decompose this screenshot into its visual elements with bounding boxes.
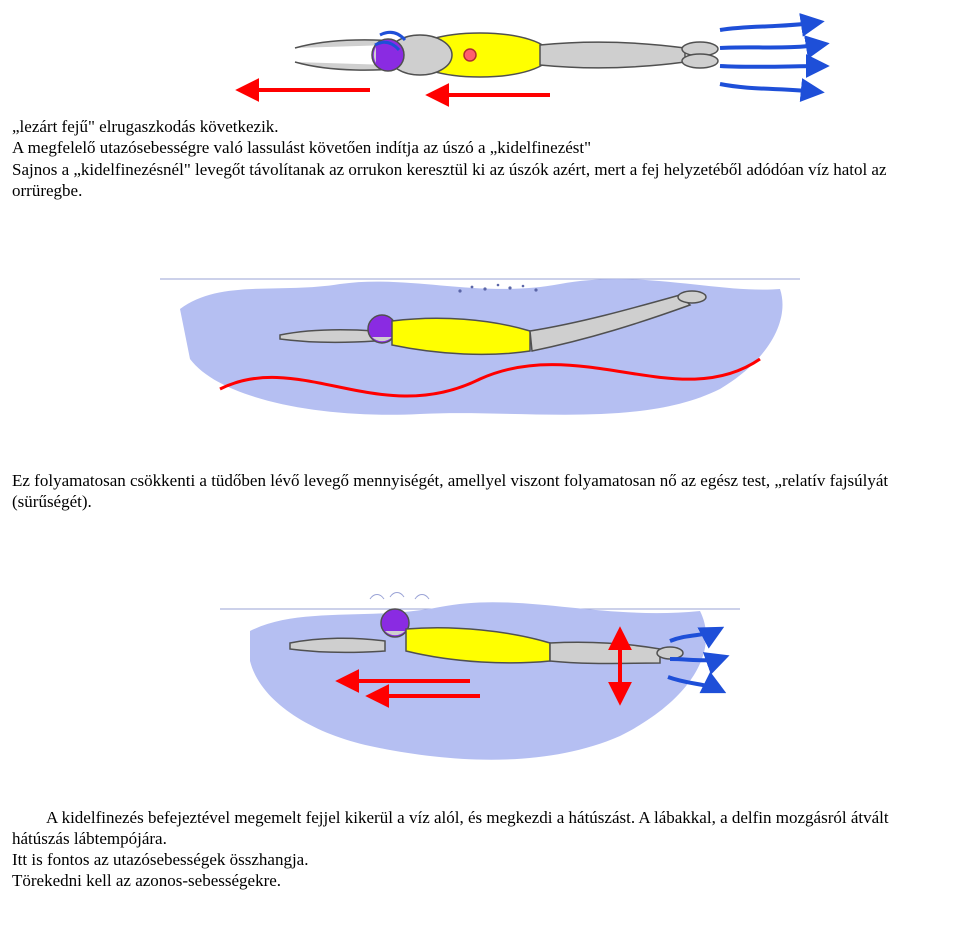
- paragraph-2: Ez folyamatosan csökkenti a tüdőben lévő…: [12, 470, 947, 513]
- para3-span3: Törekedni kell az azonos-sebességekre.: [12, 871, 281, 890]
- figure-3-swimmer-surfacing: [220, 551, 740, 781]
- figure-1-swimmer-pushoff: [120, 0, 840, 110]
- para1-line2: A megfelelő utazósebességre való lassulá…: [12, 138, 591, 157]
- para3-span2: Itt is fontos az utazósebességek összhan…: [12, 850, 308, 869]
- para3-span1: A kidelfinezés befejeztével megemelt fej…: [12, 808, 889, 848]
- para2-text: Ez folyamatosan csökkenti a tüdőben lévő…: [12, 471, 888, 511]
- figure-2-swimmer-glide: [160, 239, 800, 439]
- para1-line3: Sajnos a „kidelfinezésnél" levegőt távol…: [12, 160, 887, 200]
- paragraph-1: „lezárt fejű" elrugaszkodás következik. …: [12, 116, 947, 201]
- para1-line1: „lezárt fejű" elrugaszkodás következik.: [12, 117, 279, 136]
- paragraph-3: A kidelfinezés befejeztével megemelt fej…: [12, 807, 947, 892]
- document-page: „lezárt fejű" elrugaszkodás következik. …: [0, 0, 959, 940]
